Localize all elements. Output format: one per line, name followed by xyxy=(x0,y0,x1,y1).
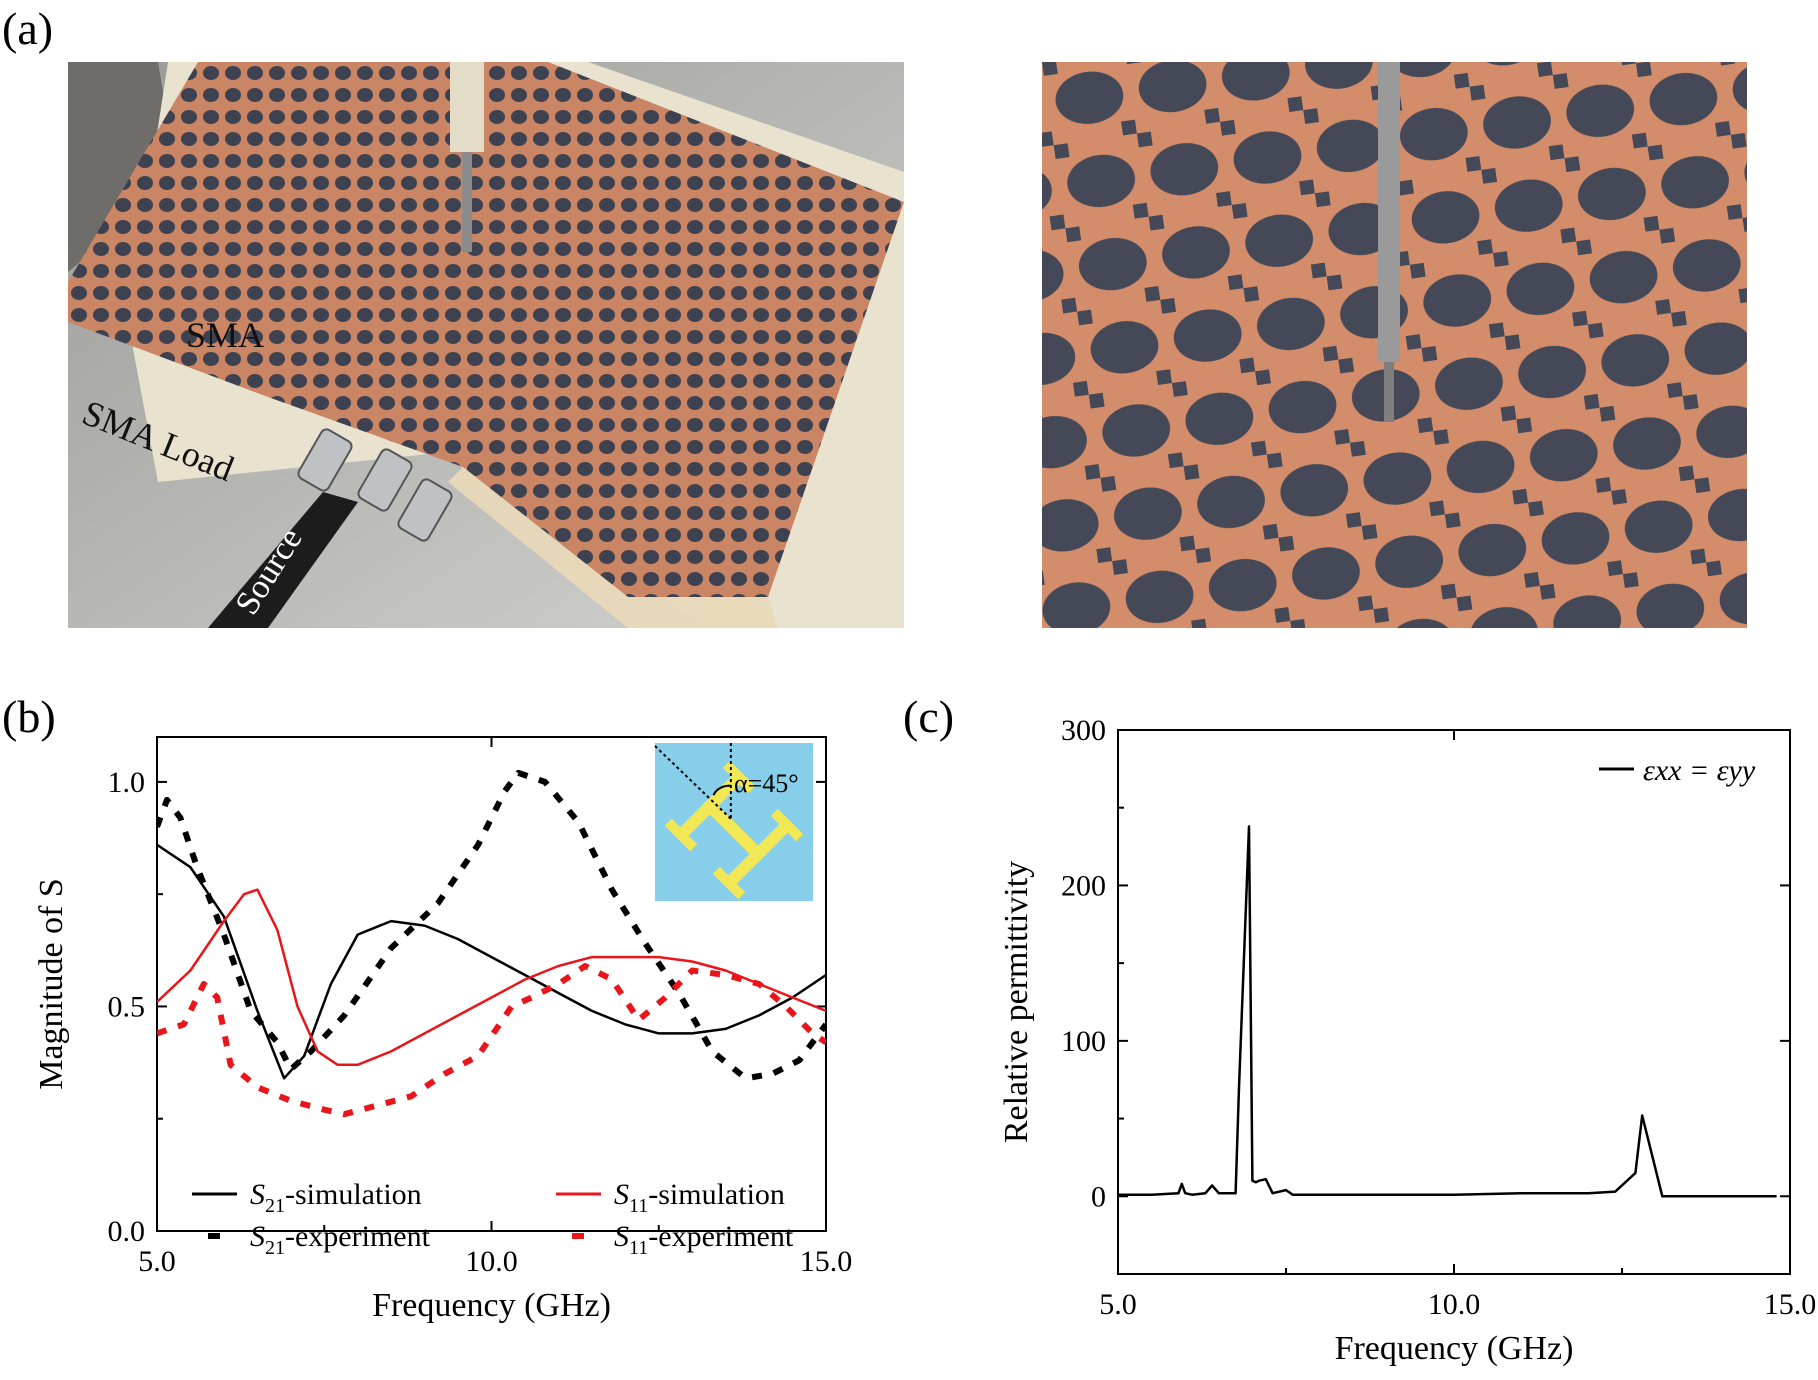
legend-label-subscript: 11 xyxy=(629,1237,648,1259)
y-tick-label: 300 xyxy=(1061,714,1106,747)
series-line-s11-experiment xyxy=(157,963,826,1118)
photo-measurement-setup: SMA SMA Load Source xyxy=(68,62,904,628)
inset-pattern-bar xyxy=(664,818,698,852)
y-tick-label: 0.5 xyxy=(108,990,146,1023)
legend-label: S11-simulation xyxy=(614,1178,785,1217)
probe-closeup xyxy=(1378,62,1400,362)
legend-label: εxx = εyy xyxy=(1643,754,1756,787)
legend-label-subscript: 11 xyxy=(629,1195,648,1217)
series-line-s21-simulation xyxy=(157,843,826,1080)
photo-closeup xyxy=(1042,62,1747,628)
x-tick-label: 10.0 xyxy=(1428,1288,1481,1321)
chart-s-parameters: 5.0 10.0 15.0 0.0 0.5 1.0 Frequency (GHz) Magni… xyxy=(33,736,853,1324)
legend-label-symbol: S xyxy=(614,1220,629,1253)
legend-label-symbol: S xyxy=(250,1220,265,1253)
legend-label: S21-experiment xyxy=(250,1220,431,1259)
y-tick-label: 0 xyxy=(1091,1180,1106,1213)
probe xyxy=(450,62,484,152)
series-line-s11-simulation xyxy=(157,888,826,1067)
y-tick-label: 1.0 xyxy=(108,766,146,799)
x-axis-label: Frequency (GHz) xyxy=(372,1287,611,1324)
chart-relative-permittivity: 5.0 10.0 15.0 0 100 200 300 Frequency (GHz) Rela… xyxy=(998,714,1817,1367)
panel-label-c: (c) xyxy=(903,691,955,742)
x-tick-label: 10.0 xyxy=(465,1245,518,1278)
inset-pattern-bar xyxy=(770,808,804,842)
inset-unit-cell: α=45° xyxy=(654,743,813,901)
inset-angle-label: α=45° xyxy=(734,769,799,798)
inset-angle-arc xyxy=(712,784,731,796)
x-tick-label: 5.0 xyxy=(1099,1288,1137,1321)
legend-label-text: -experiment xyxy=(285,1220,431,1253)
panel-label-a: (a) xyxy=(2,3,54,54)
sma-connectors xyxy=(208,428,453,628)
inset-pattern-bar xyxy=(701,797,767,863)
legend-label: S21-simulation xyxy=(250,1178,422,1217)
x-tick-label: 15.0 xyxy=(800,1245,853,1278)
photo-label-sma: SMA xyxy=(186,315,264,355)
y-tick-label: 200 xyxy=(1061,869,1106,902)
series-line--xx-yy xyxy=(1118,825,1777,1198)
y-tick-label: 0.0 xyxy=(108,1215,146,1248)
x-axis-label: Frequency (GHz) xyxy=(1335,1330,1574,1367)
series-line-s21-experiment xyxy=(157,769,826,1082)
metasurface-board xyxy=(68,62,904,597)
legend-label-text: -simulation xyxy=(285,1178,422,1211)
panel-label-b: (b) xyxy=(2,691,56,742)
legend-label-symbol: S xyxy=(250,1178,265,1211)
legend-label-symbol: S xyxy=(614,1178,629,1211)
x-tick-label: 5.0 xyxy=(138,1245,176,1278)
legend-label-text: -simulation xyxy=(648,1178,785,1211)
y-axis-label: Magnitude of S xyxy=(33,878,70,1090)
y-axis-label: Relative permittivity xyxy=(998,861,1035,1143)
legend-label: S11-experiment xyxy=(614,1220,794,1259)
legend-label-text: -experiment xyxy=(648,1220,794,1253)
inset-pattern-bar xyxy=(677,773,743,839)
inset-pattern-bar xyxy=(725,821,791,887)
legend-label-subscript: 21 xyxy=(265,1195,285,1217)
x-tick-label: 15.0 xyxy=(1764,1288,1817,1321)
legend-label-subscript: 21 xyxy=(265,1237,285,1259)
inset-pattern-bar xyxy=(712,866,746,900)
y-tick-label: 100 xyxy=(1061,1025,1106,1058)
